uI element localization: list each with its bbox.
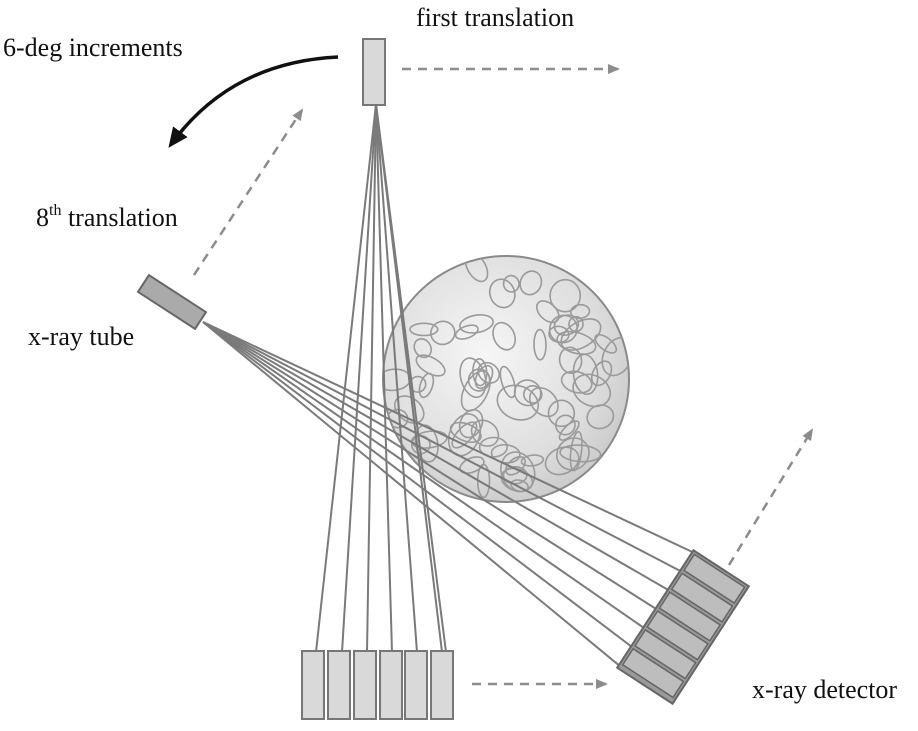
phantom-cell: [430, 320, 456, 346]
phantom-cell: [544, 446, 580, 476]
phantom-cell: [418, 372, 435, 399]
phantom-cell: [478, 436, 508, 458]
eighth-suffix: translation: [61, 203, 177, 232]
phantom-cell: [413, 338, 432, 359]
detector-element: [353, 650, 377, 720]
detector-element: [301, 650, 325, 720]
phantom-cell: [560, 318, 602, 351]
beam-line: [366, 103, 377, 653]
phantom-sample: [382, 255, 630, 503]
beam-line: [202, 321, 644, 629]
first-translation-label: first translation: [416, 3, 574, 32]
phantom-cell: [464, 256, 489, 283]
beam-line: [202, 321, 632, 648]
detector-element: [404, 650, 428, 720]
eighth-number: 8: [36, 203, 49, 232]
detector-row-first: [301, 650, 454, 720]
detector-element: [327, 650, 351, 720]
phantom-cell: [459, 314, 494, 334]
detector-element: [379, 650, 403, 720]
phantom-cell: [590, 360, 613, 387]
increments-label: 6-deg increments: [3, 33, 183, 62]
beam-line: [375, 103, 393, 653]
phantom-cell: [474, 364, 494, 390]
phantom-cell: [548, 314, 578, 344]
eighth-translation-label: 8th translation: [36, 202, 178, 232]
phantom-cell: [454, 324, 479, 340]
beam-line: [202, 321, 657, 610]
eighth-superscript: th: [49, 202, 61, 219]
first-translation-beams: [315, 103, 447, 653]
beam-line: [341, 103, 377, 653]
phantom-cell: [586, 404, 615, 430]
phantom-cell: [499, 365, 517, 399]
x-ray-detector-tilted: [615, 548, 751, 706]
phantom-cell: [449, 421, 482, 443]
beam-line: [202, 321, 681, 572]
beam-line: [202, 321, 669, 591]
phantom-cell: [548, 325, 570, 344]
phantom-cell: [460, 370, 491, 412]
phantom-cell: [513, 379, 542, 407]
phantom-cell: [555, 437, 590, 471]
phantom-cell: [519, 270, 543, 296]
phantom-cell: [477, 361, 500, 384]
x-ray-detector-label: x-ray detector: [752, 675, 897, 704]
x-ray-tube: [136, 273, 208, 331]
beam-line: [375, 103, 418, 653]
beam-line: [375, 103, 447, 653]
phantom-cell: [488, 278, 516, 309]
phantom-cell: [533, 328, 547, 361]
tilted-detector-translation-arrow: [727, 428, 814, 566]
detector-element: [430, 650, 454, 720]
beam-line: [202, 321, 693, 553]
phantom-cell: [549, 278, 582, 313]
detector-element: [621, 647, 685, 699]
phantom-cell: [558, 420, 580, 441]
x-ray-tube-label: x-ray tube: [28, 322, 134, 351]
phantom-cell: [556, 330, 597, 356]
detector-element: [670, 572, 734, 623]
phantom-cell: [470, 419, 500, 447]
phantom-cell: [415, 354, 446, 377]
phantom-cell: [547, 399, 576, 428]
phantom-cell: [502, 274, 520, 293]
detector-element: [646, 610, 709, 661]
phantom-cell: [528, 387, 559, 418]
beam-line: [202, 321, 620, 666]
phantom-cell: [569, 430, 583, 472]
phantom-cell: [523, 384, 543, 404]
detector-element: [682, 553, 746, 605]
detector-element: [658, 591, 722, 642]
phantom-cell: [492, 321, 516, 351]
phantom-cell: [572, 373, 612, 408]
phantom-cell: [409, 322, 439, 337]
phantom-cell: [459, 357, 487, 399]
rotation-arrow: [168, 55, 339, 148]
detector-element: [633, 628, 697, 680]
source-first-position: [362, 38, 386, 106]
phantom-cell: [594, 333, 618, 354]
beam-line: [315, 103, 377, 653]
phantom-cell: [496, 384, 540, 421]
eighth-translation-arrow: [192, 108, 304, 276]
phantom-cell: [472, 358, 488, 387]
phantom-cell: [554, 414, 576, 436]
eighth-translation-beams: [202, 321, 693, 666]
phantom-cell: [394, 395, 425, 424]
